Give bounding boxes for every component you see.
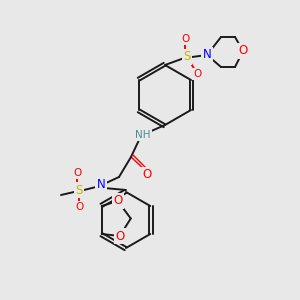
Text: N: N [97,178,105,191]
Text: N: N [202,49,211,62]
Text: O: O [193,69,201,79]
Text: O: O [115,230,124,242]
Text: S: S [75,184,83,196]
Text: O: O [181,34,189,44]
Text: O: O [113,194,122,208]
Text: O: O [75,202,83,212]
Text: O: O [73,168,81,178]
Text: NH: NH [135,130,151,140]
Text: O: O [238,44,247,58]
Text: O: O [142,169,152,182]
Text: S: S [183,50,191,64]
